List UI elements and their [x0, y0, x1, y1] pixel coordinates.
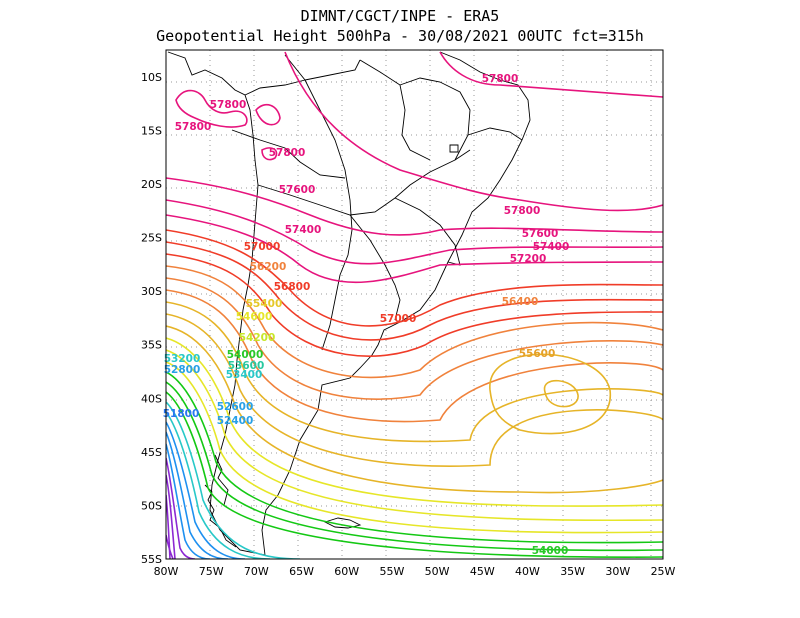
- y-tick-label: 55S: [141, 553, 162, 566]
- contour-line: [166, 474, 176, 559]
- x-tick-label: 60W: [334, 565, 359, 578]
- contour-label: 54200: [239, 332, 276, 344]
- x-tick-label: 55W: [379, 565, 404, 578]
- contour-line: [439, 51, 663, 98]
- coastline-borders: [167, 51, 531, 556]
- contour-label: 57000: [380, 313, 417, 325]
- contour-line: [166, 391, 663, 558]
- y-tick-label: 10S: [141, 71, 162, 84]
- y-tick-label: 20S: [141, 178, 162, 191]
- contour-label: 55400: [246, 298, 283, 310]
- contour-line: [166, 421, 246, 559]
- contour-line: [166, 431, 229, 559]
- contour-line: [543, 379, 579, 408]
- x-tick-label: 45W: [470, 565, 495, 578]
- contour-label: 52400: [217, 415, 254, 427]
- contour-line: [166, 277, 663, 400]
- contour-line: [166, 443, 211, 559]
- contour-label: 52600: [217, 401, 254, 413]
- contour-label: 57800: [175, 121, 212, 133]
- contour-label: 54600: [236, 311, 273, 323]
- contour-label: 56400: [502, 296, 539, 308]
- x-tick-label: 75W: [199, 565, 224, 578]
- x-tick-label: 50W: [425, 565, 450, 578]
- contour-label: 57800: [504, 205, 541, 217]
- x-tick-label: 25W: [651, 565, 676, 578]
- x-tick-label: 40W: [515, 565, 540, 578]
- map-subtitle: Geopotential Height 500hPa - 30/08/2021 …: [156, 27, 644, 45]
- y-tick-label: 40S: [141, 392, 162, 405]
- contour-label: 54000: [532, 545, 569, 557]
- contour-line: [166, 177, 663, 236]
- contour-line: [166, 325, 663, 494]
- contour-labels: 5780057800578005780057800576005760057400…: [163, 73, 570, 557]
- y-tick-label: 15S: [141, 124, 162, 137]
- contour-line: [255, 103, 281, 126]
- plot-frame: [165, 49, 664, 560]
- contour-line: [175, 89, 248, 128]
- contour-label: 53400: [226, 369, 263, 381]
- contour-line: [166, 361, 663, 534]
- contour-label: 57400: [533, 241, 570, 253]
- contour-lines: [166, 51, 663, 559]
- contour-label: 54000: [227, 349, 264, 361]
- x-tick-label: 65W: [289, 565, 314, 578]
- contour-line: [166, 253, 663, 357]
- y-tick-label: 50S: [141, 499, 162, 512]
- contour-line: [166, 457, 196, 559]
- contour-line: [166, 337, 663, 507]
- y-tick-label: 45S: [141, 446, 162, 459]
- contour-label: 52800: [164, 364, 201, 376]
- contour-line: [166, 229, 663, 327]
- contour-label: 51800: [163, 408, 200, 420]
- x-tick-label: 30W: [605, 565, 630, 578]
- contour-label: 56200: [250, 261, 287, 273]
- y-tick-label: 25S: [141, 232, 162, 245]
- contour-label: 56800: [274, 281, 311, 293]
- contour-label: 53200: [164, 353, 201, 365]
- contour-label: 57600: [279, 184, 316, 196]
- contour-label: 57000: [244, 241, 281, 253]
- map-title: DIMNT/CGCT/INPE - ERA5: [300, 7, 500, 25]
- x-tick-labels: 80W 75W 70W 65W 60W 55W 50W 45W 40W 35W 30W 25W: [154, 565, 676, 578]
- x-tick-label: 70W: [244, 565, 269, 578]
- contour-label: 57800: [269, 147, 306, 159]
- y-tick-label: 30S: [141, 285, 162, 298]
- contour-line: [261, 147, 278, 161]
- contour-line: [489, 353, 611, 435]
- contour-line: [166, 289, 663, 423]
- y-tick-labels: 10S 15S 20S 25S 30S 35S 40S 45S 50S 55S: [141, 71, 162, 566]
- contour-line: [166, 381, 663, 552]
- contour-line: [166, 313, 663, 467]
- contour-line: [166, 411, 271, 559]
- contour-line: [166, 494, 171, 559]
- contour-line: [166, 241, 663, 341]
- contour-label: 53600: [228, 360, 265, 372]
- contour-label: 57800: [482, 73, 519, 85]
- contour-line: [166, 199, 663, 265]
- x-tick-label: 35W: [560, 565, 585, 578]
- contour-line: [166, 401, 301, 559]
- contour-line: [166, 371, 663, 544]
- contour-label: 57800: [210, 99, 247, 111]
- contour-label: 57400: [285, 224, 322, 236]
- contour-label: 57600: [522, 228, 559, 240]
- contour-line: [166, 265, 663, 379]
- contour-label: 55600: [519, 348, 556, 360]
- contour-line: [166, 349, 663, 522]
- contour-line: [166, 214, 663, 284]
- contour-line: [166, 534, 174, 559]
- y-tick-label: 35S: [141, 339, 162, 352]
- x-tick-label: 80W: [154, 565, 179, 578]
- contour-line: [284, 51, 663, 212]
- contour-label: 57200: [510, 253, 547, 265]
